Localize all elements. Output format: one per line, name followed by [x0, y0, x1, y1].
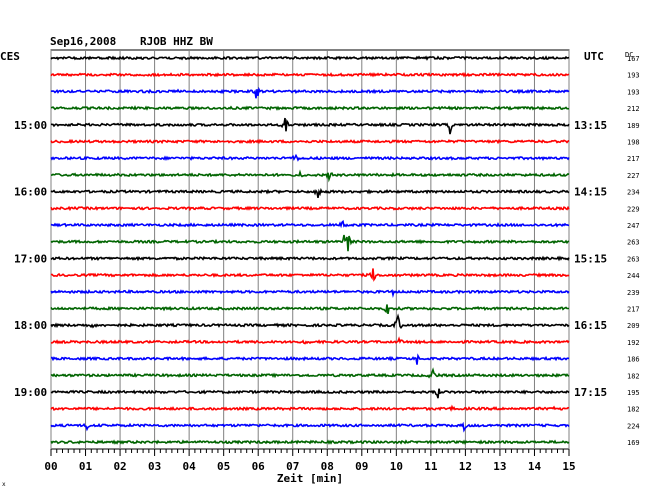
- dc-offset-label: 182: [627, 372, 640, 380]
- header-date: Sep16,2008: [50, 35, 116, 48]
- x-tick-label: 06: [252, 460, 266, 473]
- trace-line: [50, 439, 570, 445]
- trace-line: [50, 268, 570, 282]
- dc-header-label: DC: [625, 51, 633, 59]
- x-tick-label: 02: [113, 460, 126, 473]
- header-station: RJOB HHZ BW: [140, 35, 213, 48]
- x-tick-label: 13: [493, 460, 506, 473]
- right-time-label: 16:15: [574, 319, 607, 332]
- left-time-label: 18:00: [14, 319, 47, 332]
- left-time-label: 19:00: [14, 386, 47, 399]
- dc-offset-label: 224: [627, 422, 640, 430]
- trace-line: [50, 86, 570, 99]
- trace-line: [51, 353, 570, 365]
- trace-line: [50, 336, 570, 345]
- x-tick-label: 03: [148, 460, 161, 473]
- right-time-label: 15:15: [574, 252, 607, 265]
- trace-line: [50, 421, 570, 433]
- dc-offset-label: 193: [627, 88, 640, 96]
- x-tick-label: 08: [321, 460, 334, 473]
- trace-line: [50, 313, 570, 330]
- x-tick-label: 11: [424, 460, 438, 473]
- trace-line: [50, 289, 570, 299]
- left-time-label: 16:00: [14, 186, 47, 199]
- trace-line: [50, 255, 570, 262]
- dc-offset-label: 217: [627, 306, 640, 314]
- x-tick-label: 14: [528, 460, 542, 473]
- grid: [50, 49, 570, 456]
- x-tick-label: 00: [44, 460, 57, 473]
- dc-offset-label: 239: [627, 289, 640, 297]
- right-timezone-label: UTC: [584, 50, 604, 63]
- x-tick-label: 01: [79, 460, 93, 473]
- x-axis-title: Zeit [min]: [277, 472, 343, 485]
- x-tick-label: 05: [217, 460, 230, 473]
- traces: [50, 55, 570, 445]
- dc-offset-label: 229: [627, 205, 640, 213]
- corner-mark: x: [2, 481, 6, 488]
- dc-offset-label: 193: [627, 72, 640, 80]
- right-time-label: 17:15: [574, 386, 607, 399]
- left-time-label: 17:00: [14, 252, 47, 265]
- trace-line: [50, 71, 570, 78]
- trace-line: [50, 117, 570, 135]
- right-time-label: 14:15: [574, 186, 607, 199]
- dc-offset-label: 234: [627, 189, 640, 197]
- dc-offset-label: 209: [627, 322, 640, 330]
- dc-offset-label: 195: [627, 389, 640, 397]
- dc-offset-label: 192: [627, 339, 640, 347]
- dc-offset-label: 169: [627, 439, 640, 447]
- x-tick-label: 04: [183, 460, 197, 473]
- labels: Sep16,2008 RJOB HHZ BW CES UTC DC Zeit […: [0, 35, 640, 488]
- trace-line: [50, 187, 570, 199]
- dc-offset-label: 212: [627, 105, 640, 113]
- x-tick-label: 09: [355, 460, 368, 473]
- trace-line: [50, 367, 570, 379]
- trace-line: [50, 153, 570, 162]
- right-time-label: 13:15: [574, 119, 607, 132]
- trace-line: [50, 55, 570, 61]
- dc-offset-label: 182: [627, 406, 640, 414]
- trace-line: [51, 105, 570, 111]
- trace-line: [50, 205, 570, 212]
- left-time-label: 15:00: [14, 119, 47, 132]
- dc-offset-label: 186: [627, 356, 640, 364]
- trace-line: [50, 304, 569, 315]
- x-tick-label: 10: [390, 460, 403, 473]
- dc-offset-label: 247: [627, 222, 640, 230]
- dc-offset-label: 263: [627, 255, 640, 263]
- dc-offset-label: 244: [627, 272, 640, 280]
- trace-line: [50, 404, 570, 412]
- x-tick-label: 12: [459, 460, 472, 473]
- dc-offset-label: 198: [627, 139, 640, 147]
- trace-line: [50, 138, 570, 145]
- trace-line: [51, 169, 570, 183]
- trace-line: [50, 388, 570, 399]
- dc-offset-label: 189: [627, 122, 640, 130]
- trace-line: [50, 219, 570, 229]
- dc-offset-label: 263: [627, 239, 640, 247]
- x-tick-label: 15: [562, 460, 575, 473]
- dc-offset-label: 217: [627, 155, 640, 163]
- x-tick-label: 07: [286, 460, 299, 473]
- trace-line: [50, 234, 570, 252]
- left-timezone-label: CES: [0, 50, 20, 63]
- dc-offset-label: 167: [627, 55, 640, 63]
- dc-offset-label: 227: [627, 172, 640, 180]
